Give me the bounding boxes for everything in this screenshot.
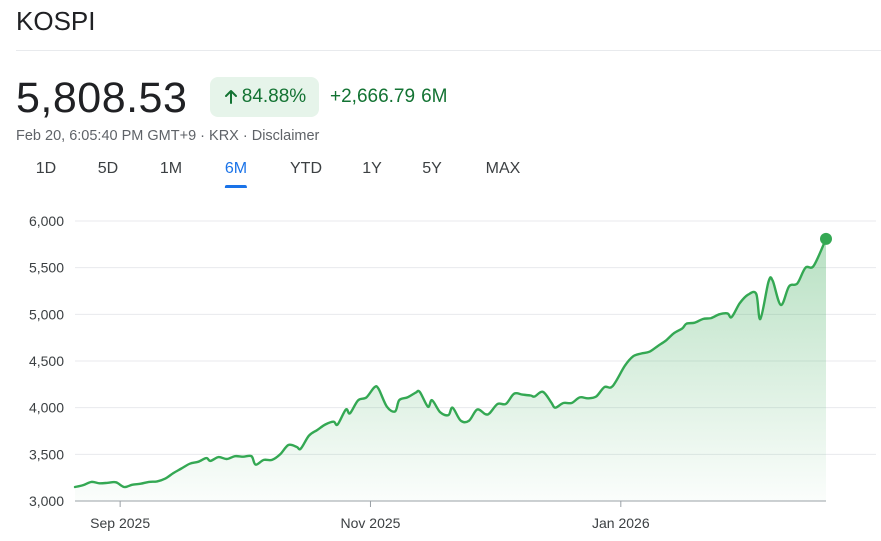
current-price: 5,808.53 (16, 74, 188, 122)
tab-1m[interactable]: 1M (159, 160, 183, 177)
tab-ytd[interactable]: YTD (290, 160, 322, 177)
price-area (75, 238, 826, 501)
y-tick-label: 5,000 (29, 306, 64, 322)
change-value: +2,666.79 (330, 86, 416, 107)
y-tick-label: 4,500 (29, 353, 64, 369)
x-tick-label: Nov 2025 (341, 515, 401, 531)
y-tick-label: 5,500 (29, 260, 64, 276)
change-summary: +2,666.79 6M (330, 86, 447, 108)
x-axis: Sep 2025 Nov 2025 Jan 2026 (90, 501, 650, 531)
range-tabs: 1D 5D 1M 6M YTD 1Y 5Y MAX (16, 160, 556, 190)
tab-5d[interactable]: 5D (97, 160, 119, 177)
arrow-up-icon (224, 90, 237, 104)
x-tick-label: Sep 2025 (90, 515, 150, 531)
tab-1d[interactable]: 1D (35, 160, 57, 177)
page-title: KOSPI (16, 6, 96, 36)
tab-5y[interactable]: 5Y (422, 160, 442, 177)
last-price-point[interactable] (820, 232, 832, 245)
change-percent-badge: 84.88% (210, 77, 319, 117)
tab-max[interactable]: MAX (485, 160, 521, 177)
tab-1y[interactable]: 1Y (362, 160, 382, 177)
header-divider (16, 50, 881, 51)
y-tick-label: 6,000 (29, 213, 64, 229)
y-tick-label: 3,500 (29, 446, 64, 462)
y-axis: 6,000 5,500 5,000 4,500 4,000 3,500 3,000 (29, 213, 64, 509)
y-tick-label: 3,000 (29, 493, 64, 509)
change-percent: 84.88% (241, 86, 307, 107)
x-tick-label: Jan 2026 (592, 515, 650, 531)
y-tick-label: 4,000 (29, 400, 64, 416)
change-period: 6M (421, 86, 448, 107)
quote-meta[interactable]: Feb 20, 6:05:40 PM GMT+9 · KRX · Disclai… (16, 128, 320, 144)
price-line (73, 237, 828, 489)
tab-6m[interactable]: 6M (224, 160, 248, 188)
